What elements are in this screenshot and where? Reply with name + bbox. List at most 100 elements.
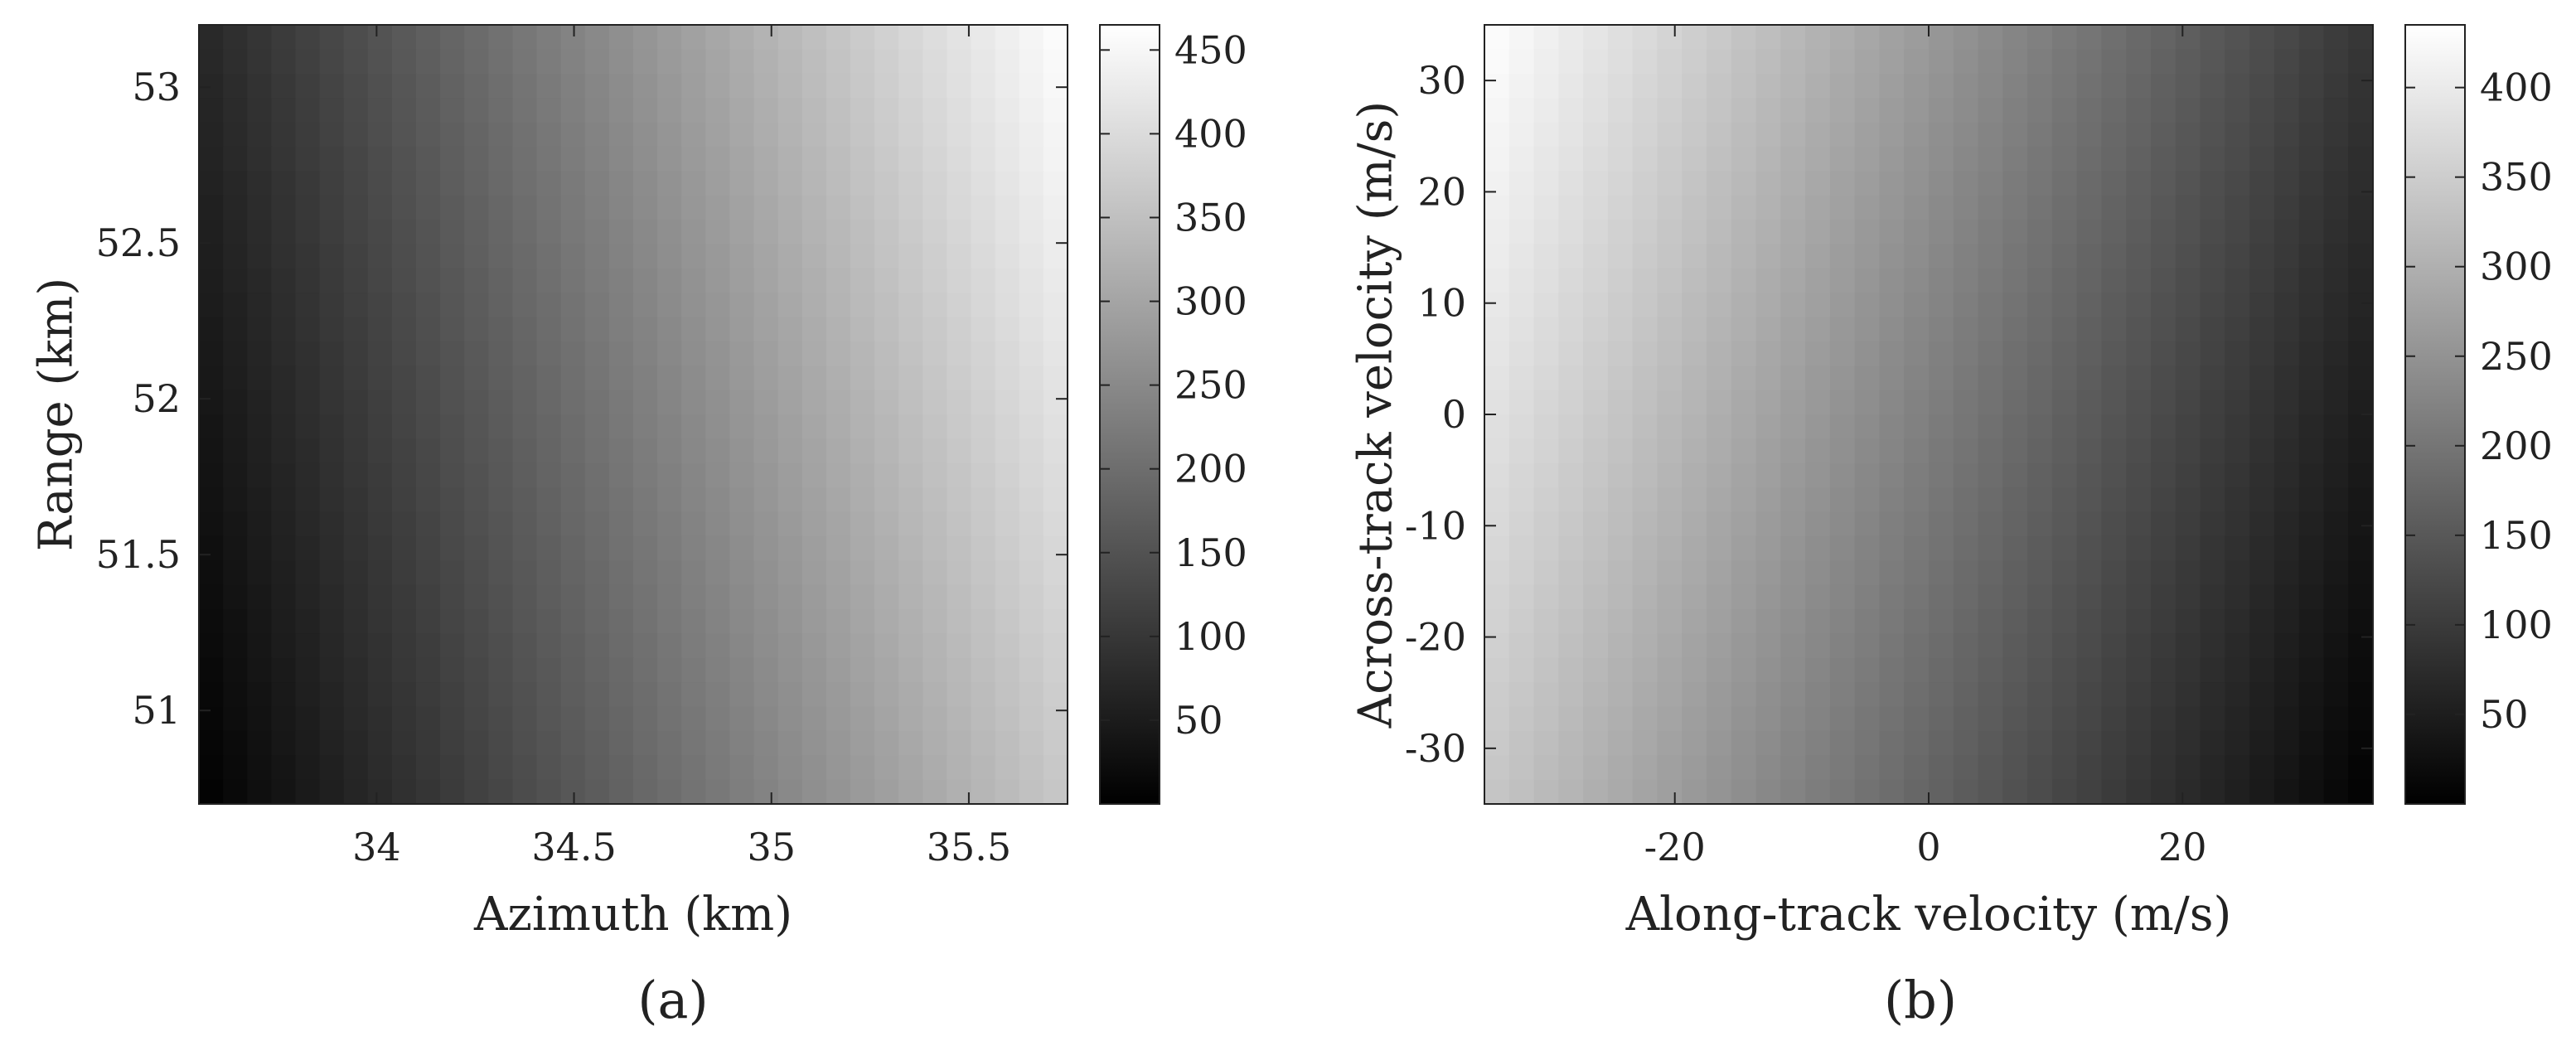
heatmap-cell [2175,657,2201,683]
heatmap-cell [1558,293,1584,318]
heatmap-cell [1632,535,1658,562]
heatmap-cell [2002,341,2028,367]
heatmap-cell [947,779,972,805]
heatmap-cell [1632,414,1658,440]
heatmap-cell [391,730,417,757]
heatmap-cell [2249,317,2275,342]
heatmap-cell [922,390,948,415]
heatmap-cell [2027,25,2053,51]
heatmap-cell [512,414,538,440]
heatmap-cell [753,268,779,293]
heatmap-cell [1731,25,1757,51]
heatmap-cell [247,390,273,415]
heatmap-cell [1929,560,1954,586]
heatmap-cell [1879,49,1905,75]
heatmap-cell [2249,122,2275,148]
heatmap-cell [2002,414,2028,440]
heatmap-cell [2175,244,2201,269]
heatmap-cell [729,706,755,732]
heatmap-cell [1707,706,1732,732]
heatmap-cell [584,317,610,342]
heatmap-cell [2126,414,2152,440]
heatmap-cell [657,755,683,781]
heatmap-cell [995,462,1020,488]
heatmap-cell [850,755,875,781]
heatmap-cell [2348,609,2374,635]
heatmap-cell [1805,657,1831,683]
heatmap-cell [2225,584,2250,610]
heatmap-cell [2249,462,2275,488]
heatmap-cell [367,657,393,683]
heatmap-cell [584,244,610,269]
heatmap-cell [657,25,683,51]
heatmap-cell [1805,414,1831,440]
heatmap-cell [2323,171,2350,196]
heatmap-cell [488,706,514,732]
heatmap-cell [657,609,683,635]
heatmap-cell [2348,341,2374,367]
heatmap-cell [705,779,731,805]
heatmap-cell [271,268,297,293]
heatmap-cell [1829,366,1856,391]
heatmap-cell [2298,122,2325,148]
heatmap-cell [705,244,731,269]
heatmap-cell [657,244,683,269]
heatmap-cell [1707,390,1732,415]
heatmap-cell [777,511,803,537]
heatmap-cell [874,438,900,464]
heatmap-cell [199,462,224,488]
heatmap-cell [1558,195,1584,220]
heatmap-cell [1632,438,1658,464]
heatmap-cell [922,462,948,488]
heatmap-cell [2126,268,2152,293]
heatmap-cell [2151,779,2177,805]
heatmap-cell [2225,390,2250,415]
heatmap-cell [2249,171,2275,196]
heatmap-cell [2076,633,2103,659]
heatmap-cell [1657,268,1683,293]
heatmap-cell [247,657,273,683]
heatmap-cell [2076,730,2103,757]
heatmap-cell [1583,584,1609,610]
heatmap-cell [1607,49,1634,75]
heatmap-cell [2126,171,2152,196]
heatmap-cell [1879,73,1905,99]
heatmap-cell [391,779,417,805]
heatmap-cell [753,414,779,440]
heatmap-cell [947,438,972,464]
heatmap-cell [1607,438,1634,464]
heatmap-cell [1854,293,1881,318]
heatmap-cell [223,122,249,148]
heatmap-cell [1508,244,1535,269]
heatmap-cell [1879,584,1905,610]
heatmap-cell [729,487,755,513]
heatmap-cell [777,706,803,732]
heatmap-cell [1043,341,1068,367]
heatmap-cell [319,98,345,123]
heatmap-cell [295,317,321,342]
heatmap-cell [1780,487,1806,513]
heatmap-cell [947,609,972,635]
heatmap-cell [295,341,321,367]
heatmap-cell [1929,146,1954,172]
heatmap-cell [2101,390,2128,415]
heatmap-cell [729,171,755,196]
heatmap-cell [488,755,514,781]
heatmap-cell [729,560,755,586]
heatmap-cell [199,317,224,342]
heatmap-cell [1657,122,1683,148]
heatmap-cell [2348,706,2374,732]
heatmap-cell [416,730,441,757]
heatmap-cell [2126,98,2152,123]
heatmap-cell [681,560,707,586]
heatmap-cell [1682,535,1707,562]
heatmap-cell [1607,730,1634,757]
heatmap-cell [2225,25,2250,51]
heatmap-cell [1508,341,1535,367]
heatmap-cell [1805,25,1831,51]
heatmap-cell [705,755,731,781]
heatmap-cell [1607,584,1634,610]
heatmap-cell [271,584,297,610]
heatmap-cell [753,511,779,537]
heatmap-cell [1583,317,1609,342]
